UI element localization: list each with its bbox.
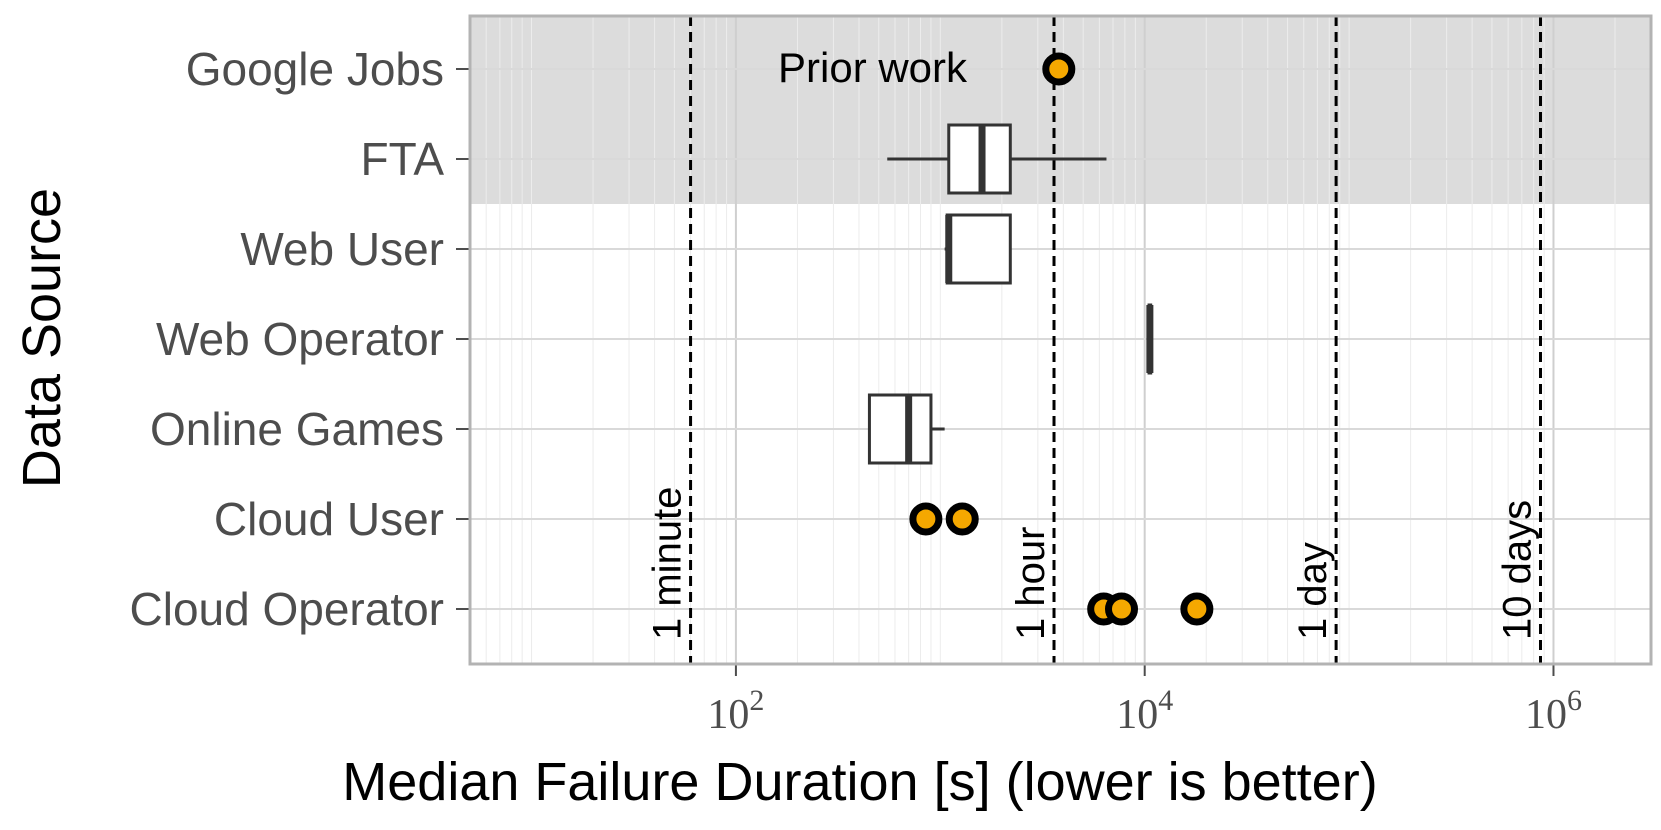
reference-line-label: 1 minute [646,487,690,640]
x-tick-label: 104 [1116,684,1173,738]
y-tick-label: Cloud User [214,493,444,545]
data-points [909,52,1214,626]
prior-work-region [470,16,1651,204]
y-tick-label: Online Games [150,403,444,455]
y-axis-title: Data Source [12,188,72,488]
box-plot [887,123,1107,195]
data-point [945,502,979,536]
y-tick-label: Web User [240,223,444,275]
panel-border [468,14,1653,666]
box-plot [1146,303,1154,375]
x-tick-label: 106 [1525,684,1582,738]
y-tick-label: Cloud Operator [130,583,445,635]
reference-line-label: 10 days [1496,500,1540,640]
reference-line-label: 1 day [1291,542,1335,640]
prior-work-shading [470,16,1651,204]
reference-lines [689,16,1543,664]
labels: 1 minute 1 hour 1 day 10 days Google Jobs FTA… [130,43,1582,738]
box-plots [867,123,1154,465]
data-point [1180,592,1214,626]
y-tick-label: Web Operator [156,313,444,365]
prior-work-annotation: Prior work [778,44,968,91]
x-axis-title: Median Failure Duration [s] (lower is be… [342,752,1377,812]
data-point [1104,592,1138,626]
x-tick-label: 102 [707,684,764,738]
box-body [867,393,933,465]
grid-lines [469,16,1652,664]
y-tick-label: FTA [361,133,445,185]
data-point [1042,52,1076,86]
box-plot [867,393,945,465]
box-plot [944,213,1012,285]
box-body [945,213,1012,285]
y-tick-label: Google Jobs [186,43,444,95]
data-point [909,502,943,536]
reference-line-label: 1 hour [1009,527,1053,640]
